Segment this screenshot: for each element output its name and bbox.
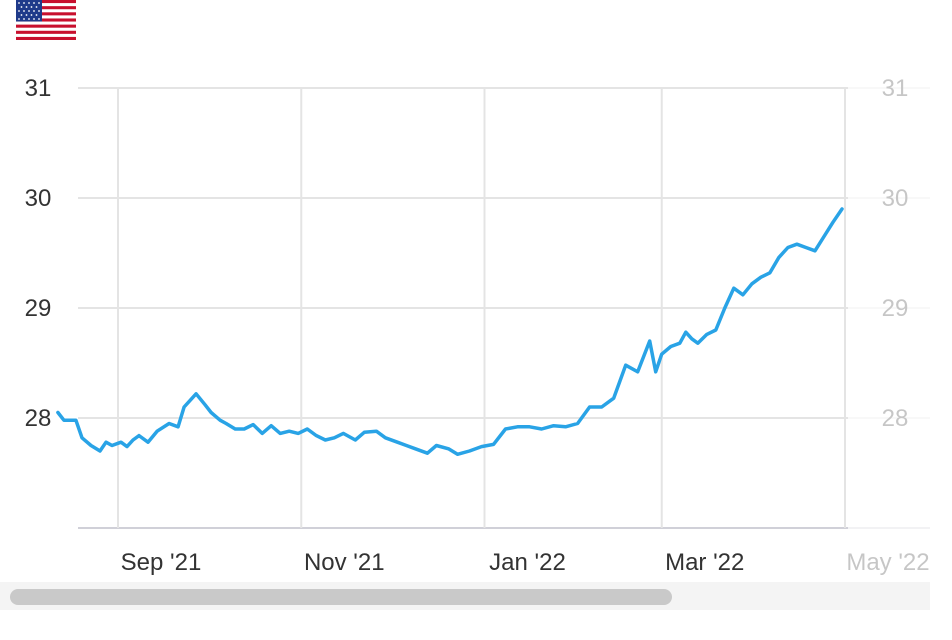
y-tick-label-left: 31 — [25, 75, 52, 102]
us-flag-icon — [16, 0, 76, 40]
x-tick-label: Sep '21 — [121, 549, 202, 576]
chart-fade-overlay — [848, 60, 930, 580]
y-tick-label-left: 29 — [25, 295, 52, 322]
series-line — [56, 207, 844, 457]
x-tick-label: Mar '22 — [665, 549, 744, 576]
grid-lines — [78, 87, 930, 529]
y-tick-label-left: 28 — [25, 405, 52, 432]
x-tick-label: Nov '21 — [304, 549, 385, 576]
y-tick-label-left: 30 — [25, 185, 52, 212]
horizontal-scrollbar-thumb[interactable] — [10, 589, 672, 605]
x-tick-label: Jan '22 — [489, 549, 566, 576]
series-line-group — [56, 207, 844, 457]
